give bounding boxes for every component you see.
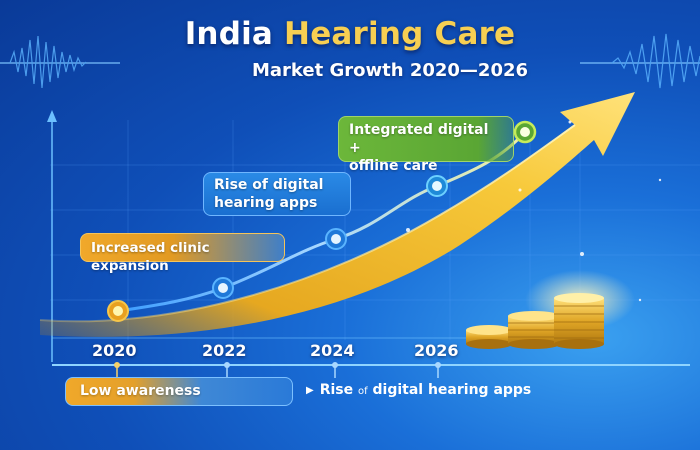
page-title: India Hearing Care [0,16,700,52]
callout-line2: hearing apps [214,195,318,211]
phase-rise-digital-apps: ▶ Rise of digital hearing apps [306,382,531,398]
callout-line1: Rise of digital [214,177,324,193]
page-subtitle: Market Growth 2020—2026 [251,60,529,81]
coin-stacks-icon [466,270,635,349]
title-part-india: India [184,16,274,52]
data-point-2022 [212,277,234,299]
phase-low-awareness: Low awareness [65,377,293,406]
phase-label: Low awareness [80,383,201,399]
data-point-2020 [107,300,129,322]
play-triangle-icon: ▶ [306,385,314,396]
callout-clinic-expansion: Increased clinic expansion [80,233,285,274]
year-label-2020: 2020 [92,341,137,360]
data-point-2026 [426,175,448,197]
sparkles [406,120,662,302]
data-point-future [513,120,537,144]
data-point-2024 [325,228,347,250]
year-label-2024: 2024 [310,341,355,360]
growth-arrow [39,92,635,337]
phase-word-of: of [358,386,368,397]
callout-integrated-care: Integrated digital + offline care [338,116,514,174]
sound-wave-left [0,35,120,89]
year-label-2026: 2026 [414,341,459,360]
callout-line1: Integrated digital + [349,122,489,156]
sound-wave-right [580,33,700,89]
phase-word-rise: Rise [319,382,354,398]
callout-line2: offline care [349,158,438,174]
callout-digital-apps: Rise of digital hearing apps [203,172,351,216]
year-label-2022: 2022 [202,341,247,360]
phase-words-rest: digital hearing apps [372,382,532,398]
title-part-hearing-care: Hearing Care [284,16,516,52]
callout-label: Increased clinic expansion [91,240,210,274]
timeline-axis [52,362,690,378]
